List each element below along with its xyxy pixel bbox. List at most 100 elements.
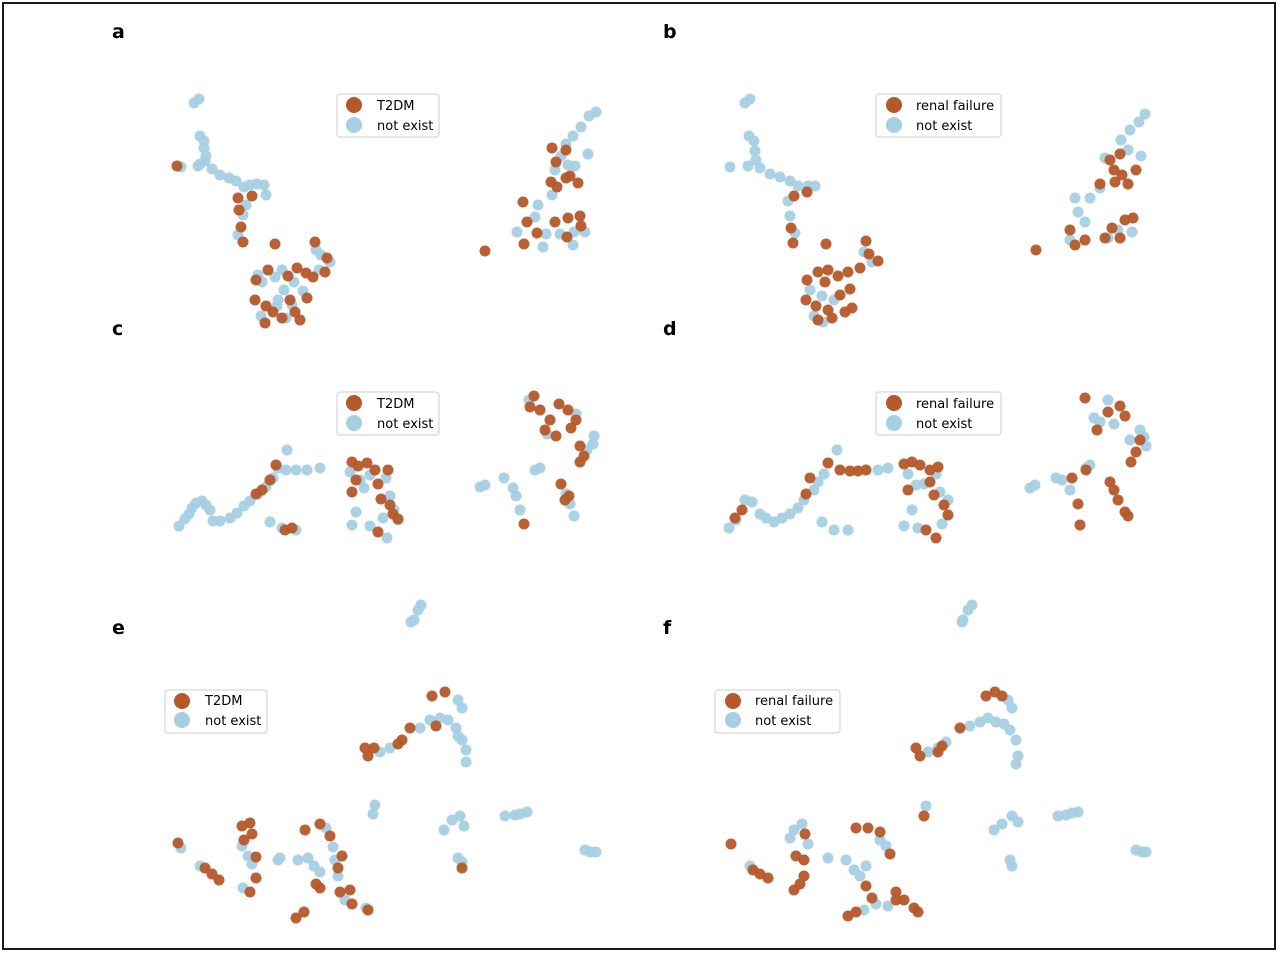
point-not-exist xyxy=(230,175,242,187)
point-not-exist xyxy=(231,507,243,519)
point-positive xyxy=(980,690,992,702)
point-positive xyxy=(267,306,279,318)
legend-entry-positive: T2DM xyxy=(204,694,242,709)
point-not-exist xyxy=(828,524,840,536)
point-positive xyxy=(565,422,577,434)
point-positive xyxy=(518,518,530,530)
legend-e: T2DM not exist xyxy=(164,689,268,734)
point-positive xyxy=(332,862,344,874)
point-positive xyxy=(321,252,333,264)
point-positive xyxy=(874,826,886,838)
point-positive xyxy=(810,300,822,312)
point-positive xyxy=(375,493,387,505)
point-not-exist xyxy=(302,852,314,864)
point-not-exist xyxy=(278,284,290,296)
point-positive xyxy=(850,822,862,834)
point-positive xyxy=(854,262,866,274)
point-not-exist xyxy=(744,93,756,105)
point-not-exist xyxy=(1134,424,1146,436)
point-positive xyxy=(262,264,274,276)
point-positive xyxy=(369,464,381,476)
point-positive xyxy=(246,828,258,840)
legend-marker-negative xyxy=(346,415,362,431)
point-positive xyxy=(562,404,574,416)
point-positive xyxy=(884,848,896,860)
point-not-exist xyxy=(816,516,828,528)
panel-label-a: a xyxy=(112,21,125,43)
point-not-exist xyxy=(206,163,218,175)
legend-marker-negative xyxy=(346,117,362,133)
point-positive xyxy=(930,532,942,544)
point-not-exist xyxy=(590,106,602,118)
legend-f: renal failure not exist xyxy=(714,689,841,734)
point-positive xyxy=(812,314,824,326)
point-not-exist xyxy=(788,824,800,836)
point-positive xyxy=(531,227,543,239)
point-positive xyxy=(860,464,872,476)
legend-entry-negative: not exist xyxy=(916,119,972,134)
point-positive xyxy=(785,222,797,234)
point-not-exist xyxy=(280,464,292,476)
point-positive xyxy=(549,216,561,228)
point-positive xyxy=(368,742,380,754)
point-positive xyxy=(822,264,834,276)
point-positive xyxy=(574,440,586,452)
point-not-exist xyxy=(936,518,948,530)
point-not-exist xyxy=(956,616,968,628)
point-not-exist xyxy=(314,462,326,474)
point-not-exist xyxy=(415,599,427,611)
point-positive xyxy=(1122,178,1134,190)
point-not-exist xyxy=(749,145,761,157)
point-positive xyxy=(550,156,562,168)
point-not-exist xyxy=(214,515,226,527)
point-positive xyxy=(544,414,556,426)
point-positive xyxy=(235,221,247,233)
point-positive xyxy=(172,837,184,849)
point-not-exist xyxy=(514,504,526,516)
point-positive xyxy=(372,526,384,538)
point-positive xyxy=(924,476,936,488)
point-not-exist xyxy=(1135,150,1147,162)
point-not-exist xyxy=(906,504,918,516)
point-not-exist xyxy=(1072,806,1084,818)
point-not-exist xyxy=(358,482,370,494)
point-positive xyxy=(270,459,282,471)
point-not-exist xyxy=(898,520,910,532)
point-positive xyxy=(324,830,336,842)
point-positive xyxy=(250,488,262,500)
legend-marker-positive xyxy=(346,97,362,113)
point-positive xyxy=(996,690,1008,702)
point-positive xyxy=(336,850,348,862)
point-positive xyxy=(284,294,296,306)
point-positive xyxy=(914,459,926,471)
point-positive xyxy=(890,894,902,906)
point-not-exist xyxy=(872,464,884,476)
point-not-exist xyxy=(193,93,205,105)
point-not-exist xyxy=(537,241,549,253)
point-not-exist xyxy=(214,169,226,181)
legend-entry-positive: renal failure xyxy=(916,99,994,114)
point-not-exist xyxy=(458,820,470,832)
point-not-exist xyxy=(546,189,558,201)
point-not-exist xyxy=(567,130,579,142)
point-not-exist xyxy=(902,468,914,480)
point-not-exist xyxy=(364,520,376,532)
point-positive xyxy=(920,524,932,536)
point-positive xyxy=(800,294,812,306)
point-positive xyxy=(346,486,358,498)
point-positive xyxy=(233,204,245,216)
legend-entry-negative: not exist xyxy=(377,119,433,134)
point-positive xyxy=(238,834,250,846)
point-positive xyxy=(546,142,558,154)
point-positive xyxy=(1119,410,1131,422)
point-not-exist xyxy=(1052,810,1064,822)
panel-label-f: f xyxy=(663,617,672,639)
legend-marker-negative xyxy=(886,415,902,431)
point-not-exist xyxy=(292,854,304,866)
point-not-exist xyxy=(754,162,766,174)
point-positive xyxy=(352,460,364,472)
point-not-exist xyxy=(742,160,754,172)
point-positive xyxy=(832,270,844,282)
panel-label-b: b xyxy=(663,21,677,43)
point-not-exist xyxy=(332,870,344,882)
